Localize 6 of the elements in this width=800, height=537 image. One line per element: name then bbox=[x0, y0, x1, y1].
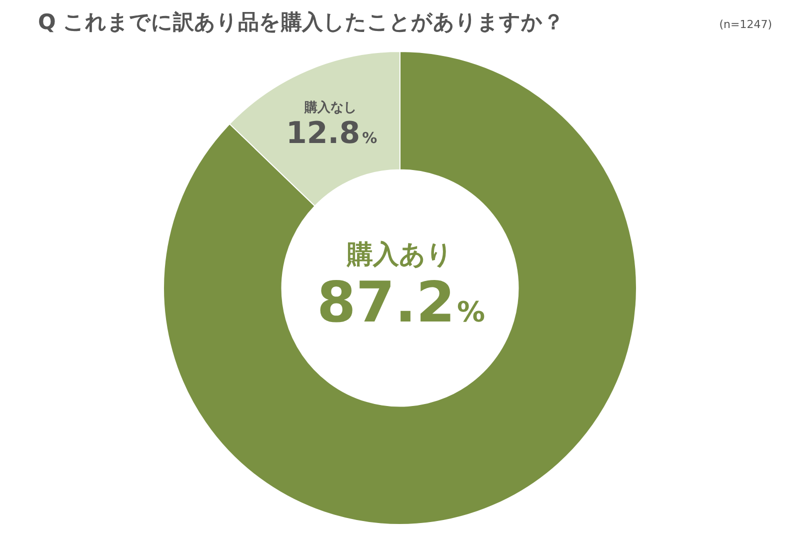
slice-label: 購入なし bbox=[304, 99, 357, 116]
chart-title: Q これまでに訳あり品を購入したことがありますか？ bbox=[38, 9, 564, 36]
text: (n=1247) bbox=[719, 18, 772, 31]
slice-label: 購入あり bbox=[346, 240, 453, 270]
data-label: 87.2% bbox=[316, 270, 486, 336]
data-label: 12.8% bbox=[286, 116, 378, 151]
